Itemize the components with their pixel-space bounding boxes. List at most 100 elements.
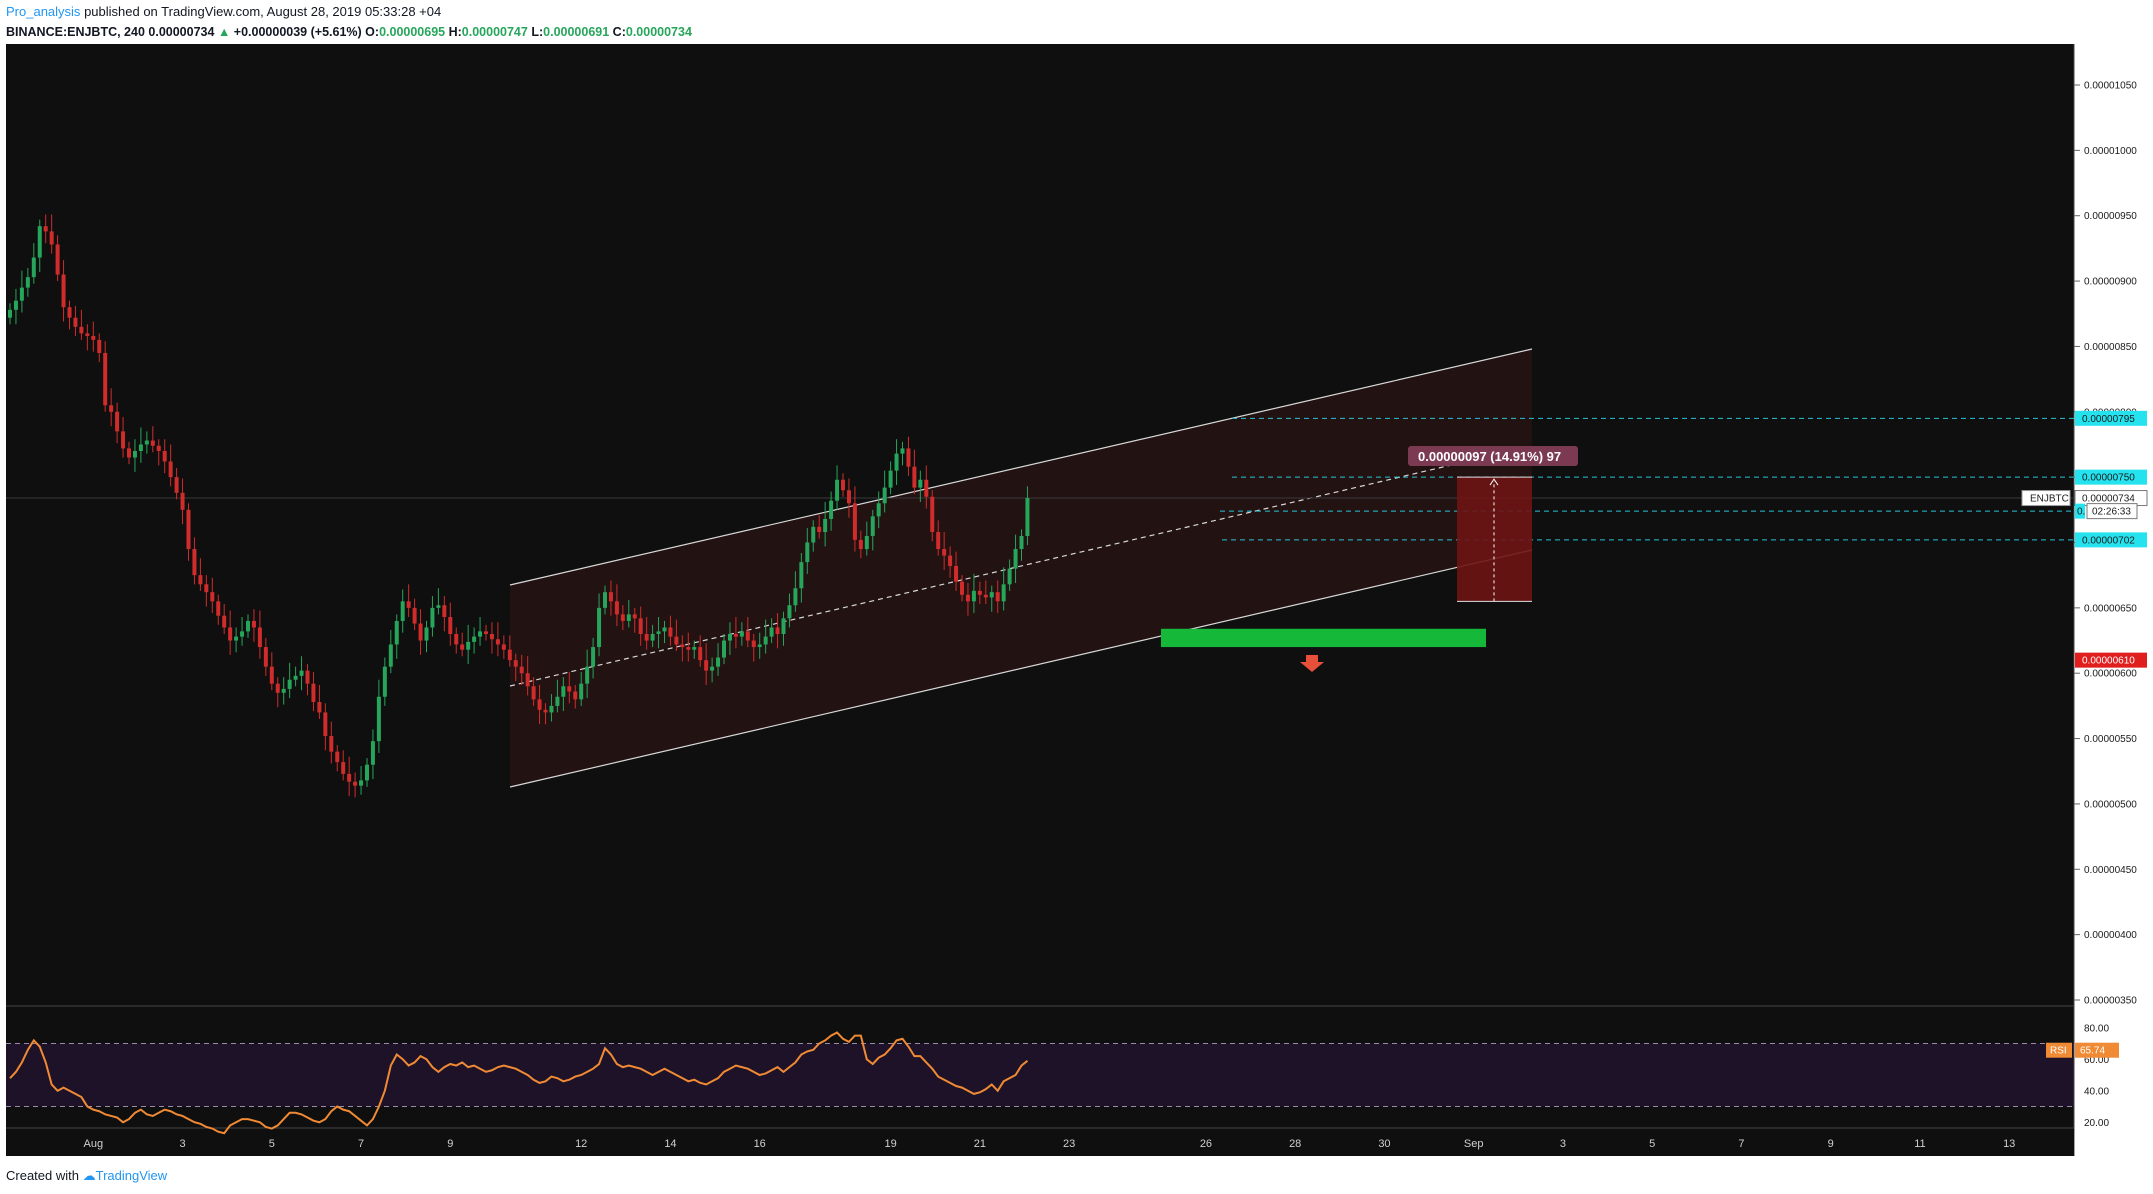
tradingview-link[interactable]: TradingView bbox=[95, 1168, 168, 1183]
time-tick-label: 13 bbox=[2003, 1138, 2015, 1150]
candle-body bbox=[948, 555, 953, 567]
candle-body bbox=[210, 592, 215, 602]
last-price: 0.00000734 bbox=[148, 25, 215, 39]
candle-body bbox=[739, 631, 744, 637]
candle-body bbox=[61, 274, 66, 308]
cut-tag-bg bbox=[2075, 503, 2085, 519]
candle-body bbox=[573, 691, 578, 700]
tag-734: 0.00000734 bbox=[2082, 494, 2135, 505]
candle-body bbox=[971, 590, 976, 602]
candle-body bbox=[543, 709, 548, 713]
candle-body bbox=[466, 641, 471, 650]
candle-body bbox=[936, 532, 941, 550]
time-tick-label: 26 bbox=[1200, 1138, 1212, 1150]
countdown-tag: 02:26:33 bbox=[2092, 507, 2131, 518]
candle-body bbox=[585, 666, 590, 684]
candle-body bbox=[698, 647, 703, 661]
candle-body bbox=[79, 326, 84, 334]
candle-body bbox=[329, 735, 334, 752]
candle-body bbox=[382, 666, 387, 697]
candle-body bbox=[519, 666, 524, 674]
candle-body bbox=[192, 549, 197, 576]
candle-body bbox=[109, 405, 114, 412]
tag-795: 0.00000795 bbox=[2082, 414, 2135, 425]
candle-body bbox=[311, 683, 316, 702]
rsi-value-tag-bg bbox=[2075, 1042, 2119, 1058]
channel-upper-line bbox=[509, 348, 1533, 586]
price-change: +0.00000039 (+5.61%) bbox=[233, 25, 362, 39]
candle-body bbox=[995, 592, 1000, 602]
candle-body bbox=[174, 477, 179, 493]
candle-body bbox=[341, 762, 346, 774]
candle-body bbox=[1007, 568, 1012, 585]
candle-body bbox=[668, 627, 673, 637]
candle-body bbox=[144, 440, 149, 445]
candle-body bbox=[281, 688, 286, 693]
rsi-line bbox=[9, 1031, 1029, 1135]
candle-body bbox=[674, 636, 679, 645]
time-tick-label: 11 bbox=[1914, 1138, 1925, 1150]
chart-header: Pro_analysis published on TradingView.co… bbox=[6, 2, 2146, 42]
candle-body bbox=[745, 631, 750, 641]
candle-body bbox=[537, 699, 542, 710]
candle-body bbox=[858, 539, 863, 550]
candle-body bbox=[353, 781, 358, 786]
candle-body bbox=[894, 453, 899, 471]
candle-body bbox=[942, 549, 947, 556]
candle-body bbox=[287, 679, 292, 689]
candle-body bbox=[983, 594, 988, 598]
candle-body bbox=[823, 518, 828, 533]
candle-body bbox=[579, 683, 584, 700]
candle-body bbox=[591, 647, 596, 667]
candle-body bbox=[918, 479, 923, 488]
rsi-value-tag: 65.74 bbox=[2080, 1046, 2105, 1057]
rsi-tick-label: 20.00 bbox=[2084, 1118, 2109, 1129]
candle-body bbox=[222, 615, 227, 628]
candle-body bbox=[799, 562, 804, 589]
candle-body bbox=[549, 705, 554, 713]
rsi-name-tag: RSI bbox=[2050, 1046, 2067, 1057]
candle-body bbox=[162, 451, 167, 462]
rsi-tags: RSI 65.74 bbox=[2046, 1042, 2119, 1058]
candle-body bbox=[846, 490, 851, 504]
candle-body bbox=[67, 307, 72, 318]
time-tick-label: 7 bbox=[358, 1138, 364, 1150]
candle-body bbox=[132, 451, 137, 458]
price-axis[interactable] bbox=[2074, 44, 2153, 1156]
measure-label: 0.00000097 (14.91%) 97 bbox=[1418, 449, 1561, 464]
candle-body bbox=[930, 496, 935, 533]
candle-body bbox=[49, 231, 54, 245]
time-tick-label: 30 bbox=[1378, 1138, 1390, 1150]
author-link[interactable]: Pro_analysis bbox=[6, 4, 81, 19]
time-axis[interactable] bbox=[6, 1128, 2074, 1156]
candle-body bbox=[305, 670, 310, 684]
candle-body bbox=[317, 701, 322, 713]
level-tags: 0.00000795 0.00000750 ENJBTC 0.00000734 … bbox=[2021, 410, 2148, 668]
price-tick-label: 0.00000600 bbox=[2084, 669, 2137, 680]
candle-body bbox=[442, 605, 447, 618]
candle-body bbox=[269, 666, 274, 684]
measure-label-box bbox=[1408, 446, 1578, 466]
candle-body bbox=[412, 607, 417, 624]
price-tick-label: 0.00001000 bbox=[2084, 146, 2137, 157]
candle-body bbox=[448, 617, 453, 634]
candle-body bbox=[1019, 535, 1024, 550]
candle-body bbox=[240, 631, 245, 637]
measure-tool[interactable]: 0.00000097 (14.91%) 97 bbox=[1408, 446, 1578, 466]
created-with-text: Created with bbox=[6, 1168, 79, 1183]
candle-body bbox=[55, 244, 60, 275]
candle-body bbox=[900, 448, 905, 454]
candle-body bbox=[257, 627, 262, 648]
candle-body bbox=[478, 631, 483, 637]
candle-body bbox=[793, 588, 798, 606]
channel-fill bbox=[510, 349, 1532, 787]
candle-body bbox=[1001, 584, 1006, 602]
candle-body bbox=[716, 657, 721, 667]
time-tick-label: 28 bbox=[1289, 1138, 1301, 1150]
candle-body bbox=[965, 594, 970, 602]
tag-795-bg bbox=[2075, 410, 2147, 426]
price-tick-label: 0.00000950 bbox=[2084, 211, 2137, 222]
candle-body bbox=[811, 526, 816, 543]
candle-body bbox=[251, 620, 256, 628]
